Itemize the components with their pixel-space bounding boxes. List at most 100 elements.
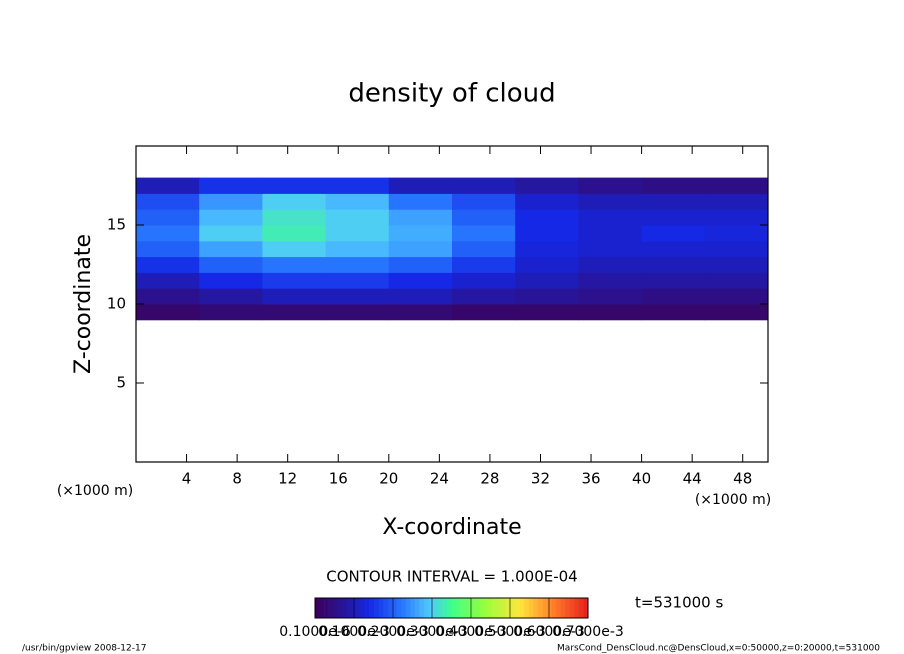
colorbar-swatch [528, 598, 534, 618]
heatmap-cell [704, 240, 769, 258]
heatmap-cell [704, 272, 769, 289]
heatmap-cell [641, 272, 706, 289]
heatmap-cell [704, 193, 769, 210]
heatmap-cell [452, 193, 516, 210]
heatmap-cell [199, 177, 263, 194]
heatmap-cell [704, 225, 769, 242]
heatmap-cell [515, 256, 579, 273]
colorbar-swatch [406, 598, 411, 618]
x-tick-label: 36 [581, 470, 600, 488]
heatmap-cell [388, 209, 453, 226]
heatmap-cell [578, 256, 643, 273]
x-tick-label: 44 [683, 470, 702, 488]
colorbar-swatch [460, 598, 466, 618]
heatmap-cell [388, 193, 453, 210]
heatmap-cell [136, 288, 200, 305]
heatmap-cell [578, 193, 643, 210]
time-label: t=531000 s [635, 594, 723, 612]
heatmap-cell [388, 272, 453, 289]
colorbar-swatch [560, 598, 566, 618]
heatmap-cell [578, 177, 643, 194]
heatmap-cell [515, 288, 579, 305]
colorbar-swatch [583, 598, 589, 618]
colorbar-swatch [456, 598, 461, 618]
heatmap-cell [641, 177, 706, 194]
heatmap-cell [388, 256, 453, 273]
x-tick-label: 8 [232, 470, 242, 488]
colorbar-swatch [578, 598, 584, 618]
colorbar-swatch [324, 598, 329, 618]
colorbar-label: 0.5000e-3 [474, 624, 546, 640]
colorbar-swatch [424, 598, 430, 618]
x-units: (×1000 m) [695, 492, 771, 508]
heatmap-cell [641, 256, 706, 273]
heatmap-cell [136, 272, 200, 289]
colorbar-label: 0.2000e-3 [357, 624, 429, 640]
colorbar-label: 0.3000e-3 [396, 624, 468, 640]
heatmap-cell [388, 304, 453, 321]
colorbar-swatch [360, 598, 366, 618]
colorbar-swatch [446, 598, 452, 618]
heatmap-cell [641, 209, 706, 226]
colorbar-swatch [565, 598, 571, 618]
heatmap-cell [452, 209, 516, 226]
heatmap-cell [262, 240, 327, 258]
colorbar-swatch [524, 598, 530, 618]
x-tick-label: 40 [632, 470, 651, 488]
heatmap-cell [199, 304, 263, 321]
heatmap-cell [704, 256, 769, 273]
colorbar-swatch [433, 598, 439, 618]
colorbar-swatch [337, 598, 343, 618]
colorbar-swatch [410, 598, 416, 618]
heatmap-cell [452, 177, 516, 194]
colorbar-swatch [487, 598, 493, 618]
colorbar-swatch [533, 598, 539, 618]
heatmap-cell [262, 193, 327, 210]
heatmap-cell [515, 304, 579, 321]
heatmap-cell [325, 304, 390, 321]
heatmap-cell [325, 193, 390, 210]
colorbar-swatch [383, 598, 389, 618]
colorbar-swatch [515, 598, 521, 618]
heatmap-cell [262, 272, 327, 289]
colorbar-swatch [442, 598, 448, 618]
heatmap-cell [199, 240, 263, 258]
heatmap-cell [452, 256, 516, 273]
heatmap-cell [325, 240, 390, 258]
footer-right: MarsCond_DensCloud.nc@DensCloud,x=0:5000… [557, 644, 880, 654]
colorbar-swatch [315, 598, 320, 618]
colorbar-swatch [365, 598, 370, 618]
heatmap-cell [388, 288, 453, 305]
heatmap-cell [388, 240, 453, 258]
colorbar-swatch [378, 598, 384, 618]
heatmap-cell [704, 288, 769, 305]
colorbar-swatch [497, 598, 502, 618]
heatmap-cell [578, 209, 643, 226]
heatmap-cell [578, 225, 643, 242]
colorbar-swatch [469, 598, 475, 618]
heatmap-cell [262, 304, 327, 321]
heatmap-cell [578, 288, 643, 305]
heatmap-cell [136, 209, 200, 226]
heatmap-cell [325, 272, 390, 289]
heatmap-cell [704, 304, 769, 321]
heatmap-cell [452, 240, 516, 258]
colorbar-swatch [328, 598, 334, 618]
x-axis-label: X-coordinate [382, 515, 521, 540]
heatmap-cell [515, 177, 579, 194]
colorbar-swatch [551, 598, 557, 618]
heatmap-cell [262, 177, 327, 194]
heatmap-cell [325, 177, 390, 194]
colorbar-swatch [333, 598, 339, 618]
colorbar-swatch [474, 598, 480, 618]
heatmap-cell [262, 225, 327, 242]
heatmap-cell [325, 256, 390, 273]
heatmap-cell [578, 240, 643, 258]
heatmap-cell [136, 177, 200, 194]
heatmap-cell [199, 288, 263, 305]
heatmap-cell [388, 177, 453, 194]
heatmap-cell [136, 240, 200, 258]
colorbar-swatch [556, 598, 561, 618]
colorbar-label: 0.6000e-3 [513, 624, 585, 640]
